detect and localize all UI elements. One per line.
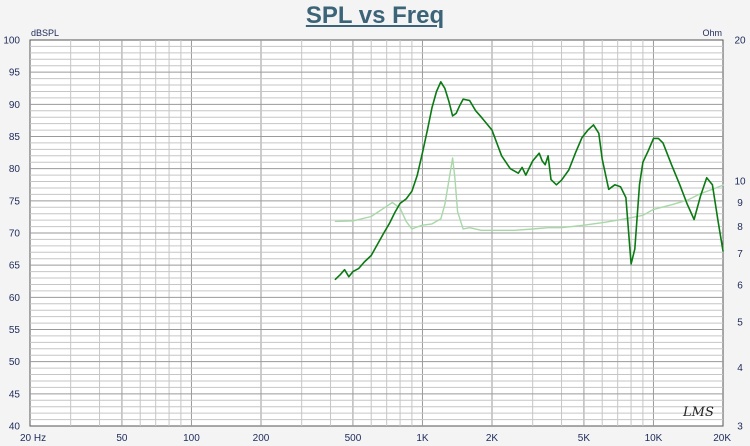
left-y-tick-label: 45 bbox=[9, 389, 21, 400]
spl-line bbox=[334, 81, 724, 281]
right-y-tick-labels: 3 4 5 6 7 8 9 10 20 bbox=[734, 36, 746, 433]
left-y-tick-label: 100 bbox=[3, 36, 20, 47]
x-tick-label: 20K bbox=[713, 433, 731, 444]
grid bbox=[30, 40, 723, 426]
x-tick-label: 500 bbox=[345, 433, 362, 444]
right-y-tick-label: 7 bbox=[737, 249, 743, 260]
left-axis-unit: dBSPL bbox=[31, 28, 59, 38]
impedance-line bbox=[334, 157, 724, 232]
x-tick-label: 20 Hz bbox=[20, 433, 46, 444]
right-y-tick-label: 3 bbox=[737, 422, 743, 433]
x-tick-label: 1K bbox=[416, 433, 429, 444]
chart-title: SPL vs Freq bbox=[305, 2, 445, 29]
left-y-tick-label: 55 bbox=[9, 325, 21, 336]
x-tick-label: 50 bbox=[116, 433, 128, 444]
left-y-tick-labels: 40 45 50 55 60 65 70 75 80 85 90 95 100 bbox=[3, 36, 20, 433]
x-tick-labels: 20 Hz 50 100 200 500 1K 2K 5K 10K 20K bbox=[20, 433, 731, 444]
right-y-tick-label: 5 bbox=[737, 318, 743, 329]
left-y-tick-label: 90 bbox=[9, 100, 21, 111]
right-y-tick-label: 6 bbox=[737, 280, 743, 291]
x-tick-label: 100 bbox=[183, 433, 200, 444]
right-y-tick-label: 10 bbox=[734, 177, 746, 188]
right-y-tick-label: 20 bbox=[734, 36, 746, 47]
left-y-tick-label: 80 bbox=[9, 164, 21, 175]
left-y-tick-label: 95 bbox=[9, 68, 21, 79]
right-y-tick-label: 4 bbox=[737, 363, 743, 374]
x-tick-label: 5K bbox=[578, 433, 591, 444]
right-y-tick-label: 8 bbox=[737, 222, 743, 233]
left-y-tick-label: 65 bbox=[9, 261, 21, 272]
left-y-tick-label: 60 bbox=[9, 293, 21, 304]
left-y-tick-label: 40 bbox=[9, 422, 21, 433]
series-group bbox=[334, 81, 724, 281]
right-y-tick-label: 9 bbox=[737, 198, 743, 209]
left-y-tick-label: 70 bbox=[9, 229, 21, 240]
left-y-tick-label: 75 bbox=[9, 196, 21, 207]
left-y-tick-label: 85 bbox=[9, 132, 21, 143]
x-tick-label: 10K bbox=[645, 433, 663, 444]
x-tick-label: 200 bbox=[253, 433, 270, 444]
x-tick-label: 2K bbox=[486, 433, 499, 444]
left-y-tick-label: 50 bbox=[9, 357, 21, 368]
lms-logo: LMS bbox=[682, 405, 714, 420]
right-axis-unit: Ohm bbox=[702, 28, 722, 38]
